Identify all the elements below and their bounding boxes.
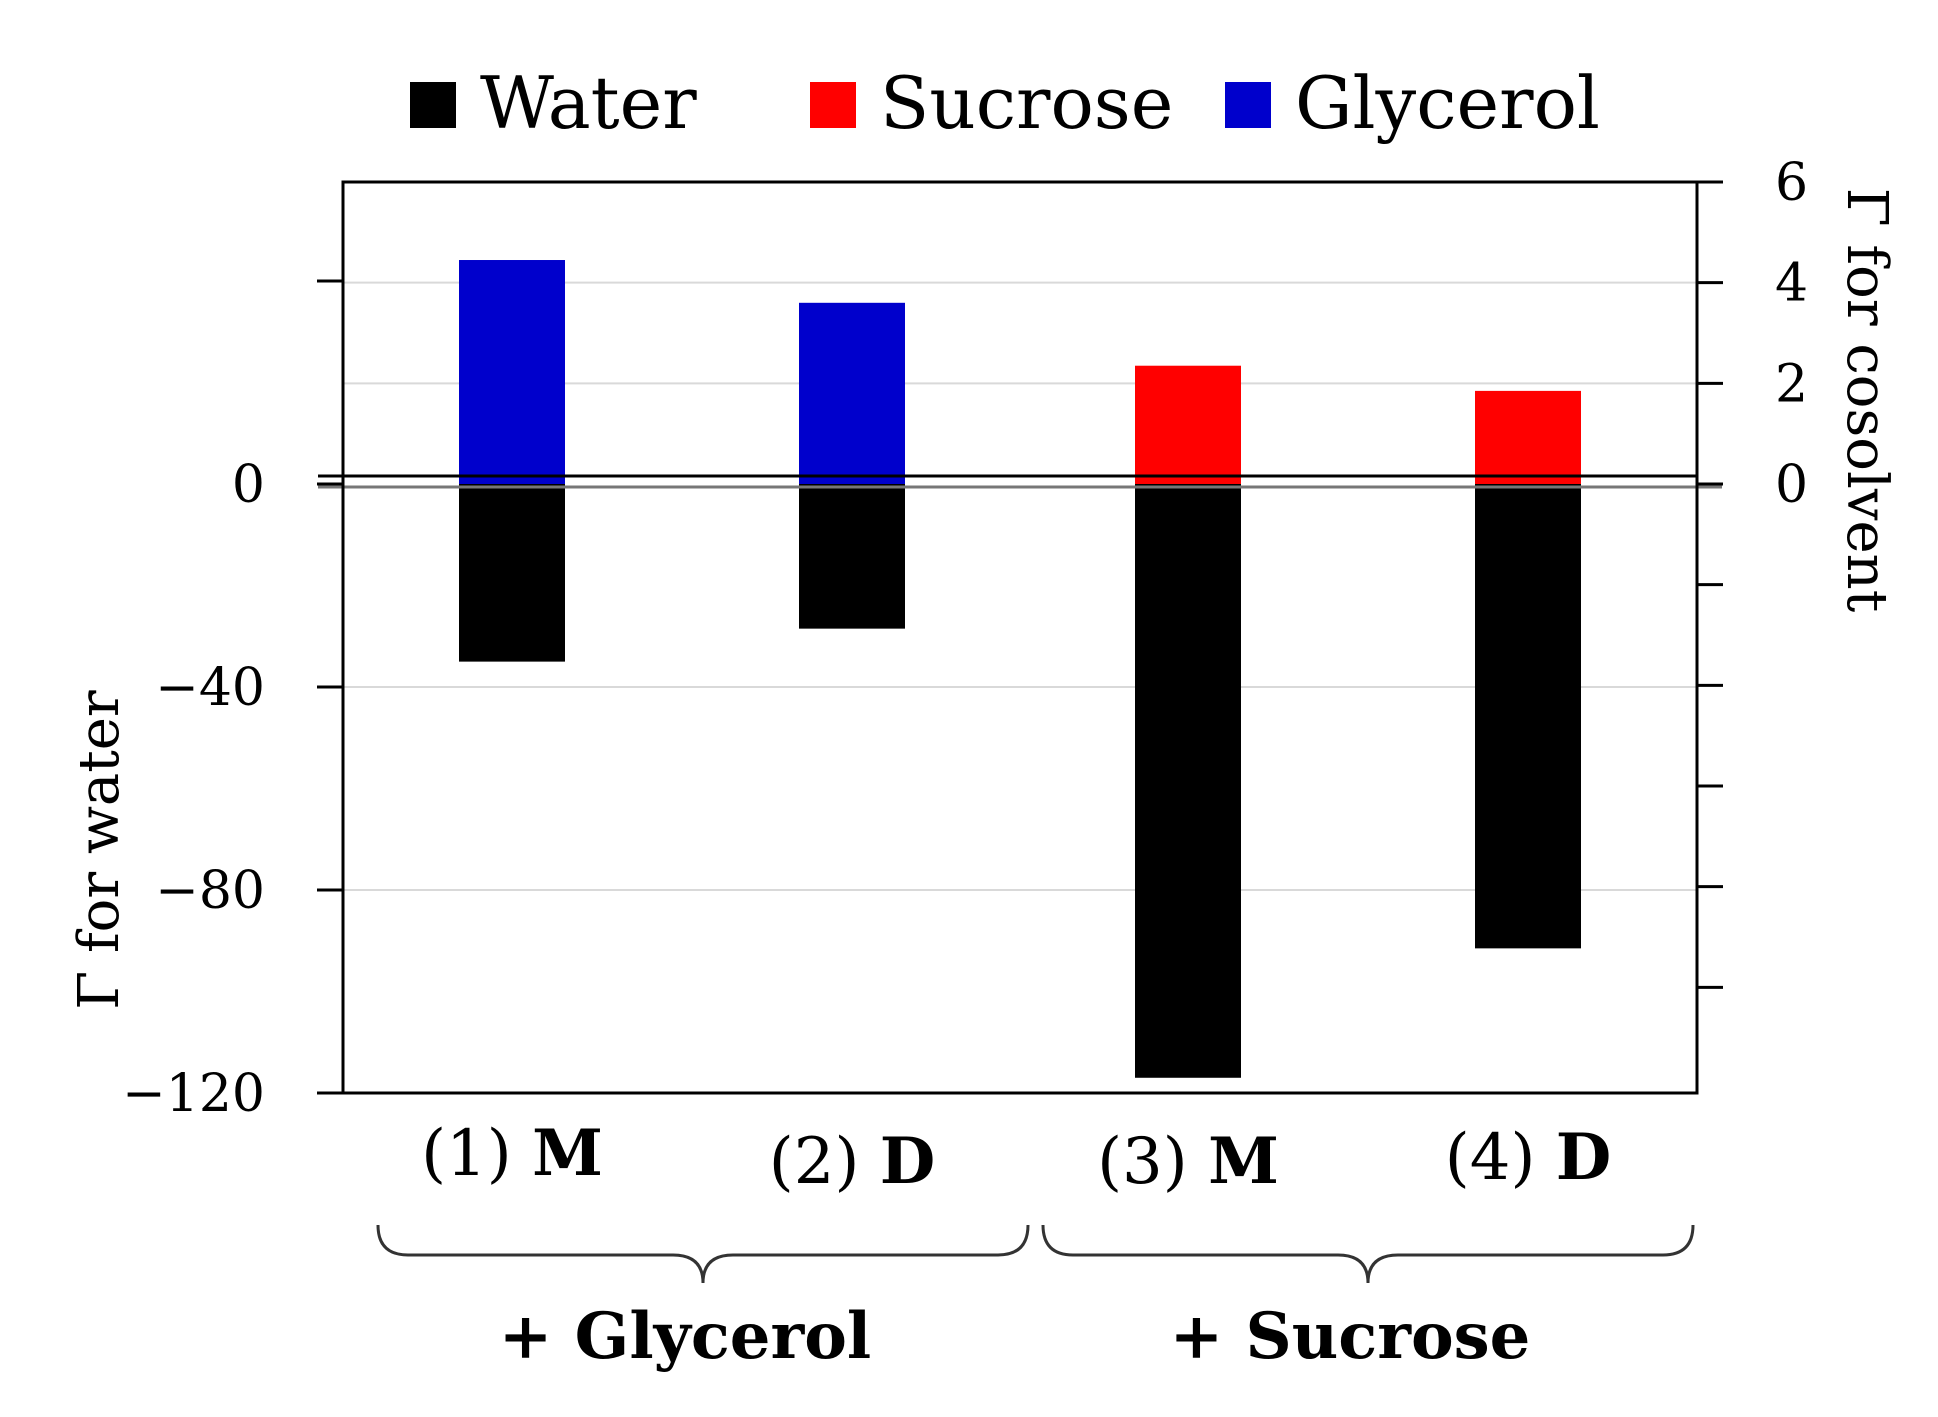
bar-cosolvent-4 bbox=[1475, 390, 1581, 484]
y-left-tick-label: −120 bbox=[122, 1064, 265, 1124]
legend-label-glycerol: Glycerol bbox=[1295, 61, 1600, 145]
group-label-glycerol: + Glycerol bbox=[499, 1299, 871, 1374]
x-tick-label-letter: D bbox=[880, 1124, 936, 1199]
group-brace-sucrose bbox=[1041, 1224, 1695, 1284]
x-tick-label-prefix: (3) bbox=[1097, 1125, 1208, 1199]
x-tick-label-prefix: (1) bbox=[421, 1117, 532, 1191]
legend-swatch-glycerol bbox=[1225, 82, 1271, 128]
bar-water-1 bbox=[459, 484, 565, 662]
x-tick-label-3: (3) M bbox=[1097, 1124, 1279, 1199]
y-left-tick-label: −80 bbox=[155, 861, 265, 921]
y-right-tick-label: 0 bbox=[1775, 455, 1808, 515]
legend-swatch-water bbox=[410, 82, 456, 128]
bar-water-4 bbox=[1475, 484, 1581, 949]
y-left-axis-title: Γ for water bbox=[67, 690, 132, 1010]
group-brace-glycerol bbox=[376, 1224, 1030, 1284]
x-tick-label-letter: D bbox=[1556, 1120, 1612, 1195]
legend-label-sucrose: Sucrose bbox=[880, 61, 1173, 145]
x-tick-label-letter: M bbox=[1208, 1124, 1279, 1199]
y-left-tick-label: 0 bbox=[232, 455, 265, 515]
bar-water-3 bbox=[1135, 484, 1241, 1078]
x-tick-label-letter: M bbox=[532, 1116, 603, 1191]
x-tick-label-4: (4) D bbox=[1445, 1120, 1612, 1195]
bar-water-2 bbox=[799, 484, 905, 629]
y-right-tick-label: 6 bbox=[1775, 153, 1808, 213]
legend-label-water: Water bbox=[480, 61, 697, 145]
plot-frame bbox=[341, 180, 1699, 1095]
legend-swatch-sucrose bbox=[810, 82, 856, 128]
x-tick-label-2: (2) D bbox=[769, 1124, 936, 1199]
y-right-tick-label: 4 bbox=[1775, 254, 1808, 314]
x-tick-label-1: (1) M bbox=[421, 1116, 603, 1191]
group-label-sucrose: + Sucrose bbox=[1170, 1299, 1531, 1374]
y-right-axis-title: Γ for cosolvent bbox=[1834, 188, 1899, 613]
bar-cosolvent-1 bbox=[459, 260, 565, 484]
y-right-tick-label: 2 bbox=[1775, 354, 1808, 414]
bar-cosolvent-2 bbox=[799, 302, 905, 484]
y-left-tick-label: −40 bbox=[155, 658, 265, 718]
x-tick-label-prefix: (4) bbox=[1445, 1121, 1556, 1195]
bar-cosolvent-3 bbox=[1135, 365, 1241, 484]
x-tick-label-prefix: (2) bbox=[769, 1125, 880, 1199]
